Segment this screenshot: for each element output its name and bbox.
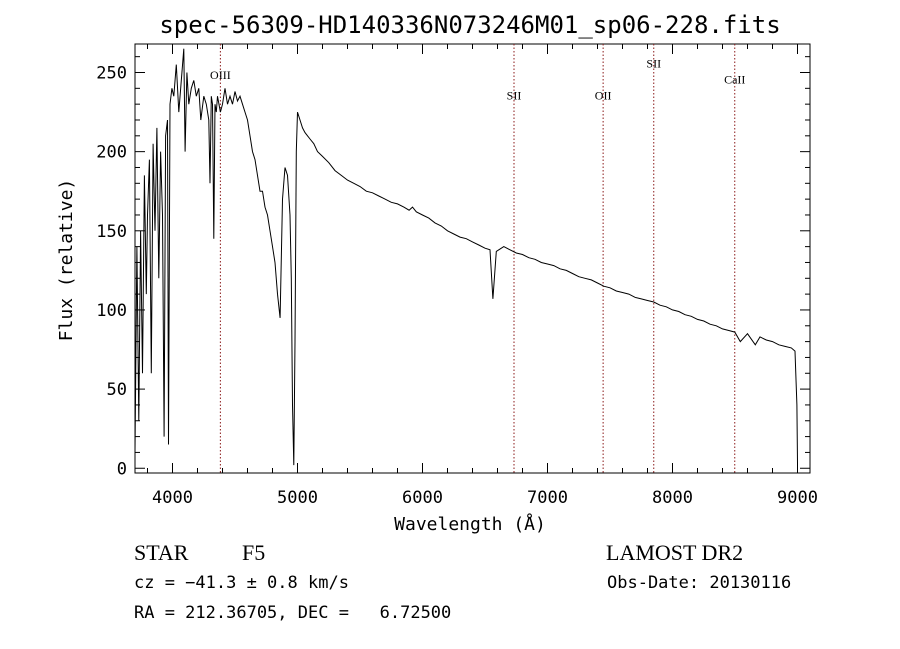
x-tick-label: 5000	[277, 488, 318, 508]
y-tick-label: 50	[107, 380, 127, 400]
spectral-line-label: OII	[595, 88, 612, 102]
spectral-line-label: OIII	[210, 68, 231, 82]
x-tick-label: 7000	[527, 488, 568, 508]
ra-dec-coordinates: RA = 212.36705, DEC = 6.72500	[134, 603, 452, 623]
spectral-line-markers: OIII SII OII SII CaII	[210, 44, 745, 473]
plot-frame	[134, 43, 811, 474]
observation-date: Obs-Date: 20130116	[607, 573, 792, 593]
x-tick-label: 4000	[152, 488, 193, 508]
x-axis-ticks: 4000 5000 6000 7000 8000 9000	[147, 44, 818, 508]
y-tick-label: 200	[96, 143, 127, 163]
chart-title: spec-56309-HD140336N073246M01_sp06-228.f…	[159, 11, 780, 39]
y-tick-label: 250	[96, 63, 127, 83]
spectral-line-label: SII	[646, 57, 661, 71]
y-tick-label: 100	[96, 301, 127, 321]
spectral-line-label: SII	[507, 88, 522, 102]
spectrum-series-line	[134, 48, 798, 466]
x-axis-label: Wavelength (Å)	[394, 513, 546, 535]
y-axis-ticks: 0 50 100 150 200 250	[96, 56, 810, 479]
redshift-cz: cz = −41.3 ± 0.8 km/s	[134, 573, 349, 593]
object-type: STAR	[134, 540, 189, 565]
y-tick-label: 150	[96, 222, 127, 242]
y-tick-label: 0	[117, 459, 127, 479]
spectral-line-label: CaII	[724, 73, 745, 87]
x-tick-label: 8000	[652, 488, 693, 508]
y-axis-label: Flux (relative)	[56, 179, 77, 342]
survey-name: LAMOST DR2	[606, 540, 744, 565]
spectral-class: F5	[242, 540, 266, 565]
x-tick-label: 6000	[402, 488, 443, 508]
x-tick-label: 9000	[777, 488, 818, 508]
